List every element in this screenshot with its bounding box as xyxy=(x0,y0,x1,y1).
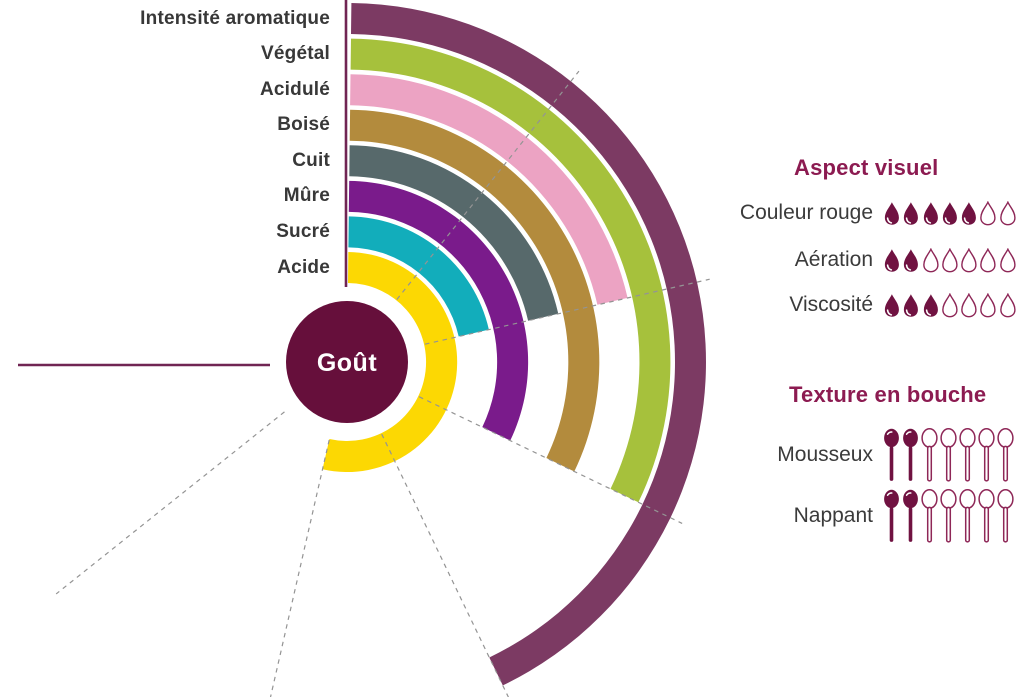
spoon-icon xyxy=(921,427,938,482)
spoon-icon xyxy=(940,488,957,543)
ring-arc-3 xyxy=(350,74,628,305)
drop-rating-aeration xyxy=(883,247,1018,273)
grid-line xyxy=(269,439,330,697)
ring-arc-4 xyxy=(349,109,600,472)
rating-label-mousseux: Mousseux xyxy=(777,442,873,466)
ring-label-2: Végétal xyxy=(261,43,330,65)
ring-label-6: Mûre xyxy=(283,185,330,207)
rating-row-aeration: Aération xyxy=(700,244,1018,276)
drop-rating-couleur-rouge xyxy=(883,200,1018,226)
drop-icon xyxy=(922,247,939,272)
spoon-rating-mousseux xyxy=(883,427,1018,482)
spoon-icon xyxy=(959,427,976,482)
ring-label-7: Sucré xyxy=(276,220,330,242)
ring-arc-5 xyxy=(349,145,559,321)
rating-label-nappant: Nappant xyxy=(793,503,873,527)
drop-icon xyxy=(904,293,919,317)
gout-center-label: Goût xyxy=(317,349,377,377)
ring-label-5: Cuit xyxy=(292,149,330,171)
drop-icon xyxy=(923,293,938,317)
spoon-icon xyxy=(959,488,976,543)
drop-icon xyxy=(942,292,958,317)
spoon-icon xyxy=(884,489,899,542)
drop-icon xyxy=(999,247,1016,272)
spoon-icon xyxy=(903,428,918,481)
rating-row-mousseux: Mousseux xyxy=(700,426,1018,483)
spoon-icon xyxy=(997,427,1014,482)
grid-line xyxy=(381,433,509,697)
ring-arc-6 xyxy=(348,180,529,441)
drop-icon xyxy=(961,247,977,272)
rating-row-nappant: Nappant xyxy=(700,487,1018,544)
ring-arc-8 xyxy=(322,252,458,473)
ring-arc-1 xyxy=(351,3,706,686)
drop-icon xyxy=(923,201,938,225)
aspect-visuel-title: Aspect visuel xyxy=(794,155,939,180)
grid-line xyxy=(55,411,285,595)
drop-icon xyxy=(980,292,997,317)
rating-row-viscosite: Viscosité xyxy=(700,289,1018,321)
drop-icon xyxy=(999,200,1016,225)
spoon-icon xyxy=(903,489,918,542)
drop-icon xyxy=(884,248,899,272)
drop-icon xyxy=(904,201,919,225)
ring-arc-7 xyxy=(348,216,489,337)
rating-label-viscosite: Viscosité xyxy=(789,293,873,316)
drop-icon xyxy=(961,201,977,225)
spoon-icon xyxy=(940,427,957,482)
drop-icon xyxy=(884,201,899,225)
texture-en-bouche-title: Texture en bouche xyxy=(789,382,987,407)
spoon-icon xyxy=(997,488,1014,543)
spoon-icon xyxy=(978,427,995,482)
rating-row-couleur-rouge: Couleur rouge xyxy=(700,197,1018,229)
spoon-icon xyxy=(884,428,899,481)
ring-label-3: Acidulé xyxy=(259,78,330,100)
grid-line xyxy=(418,396,683,524)
grid-line xyxy=(396,70,580,300)
drop-rating-viscosite xyxy=(883,292,1018,318)
spoon-icon xyxy=(921,488,938,543)
drop-icon xyxy=(980,247,997,272)
grid-line xyxy=(424,278,710,345)
ring-label-4: Boisé xyxy=(277,114,330,136)
ring-label-1: Intensité aromatique xyxy=(140,7,330,29)
gout-center-circle xyxy=(286,301,408,423)
ring-label-8: Acide xyxy=(277,256,330,278)
drop-icon xyxy=(961,292,977,317)
ring-arc-2 xyxy=(350,38,671,503)
rating-label-aeration: Aération xyxy=(794,248,873,271)
spoon-icon xyxy=(978,488,995,543)
drop-icon xyxy=(999,292,1016,317)
drop-icon xyxy=(980,200,997,225)
spoon-rating-nappant xyxy=(883,488,1018,543)
drop-icon xyxy=(942,247,958,272)
rating-label-couleur-rouge: Couleur rouge xyxy=(739,201,873,224)
drop-icon xyxy=(904,248,919,272)
drop-icon xyxy=(942,201,957,225)
drop-icon xyxy=(884,293,899,317)
